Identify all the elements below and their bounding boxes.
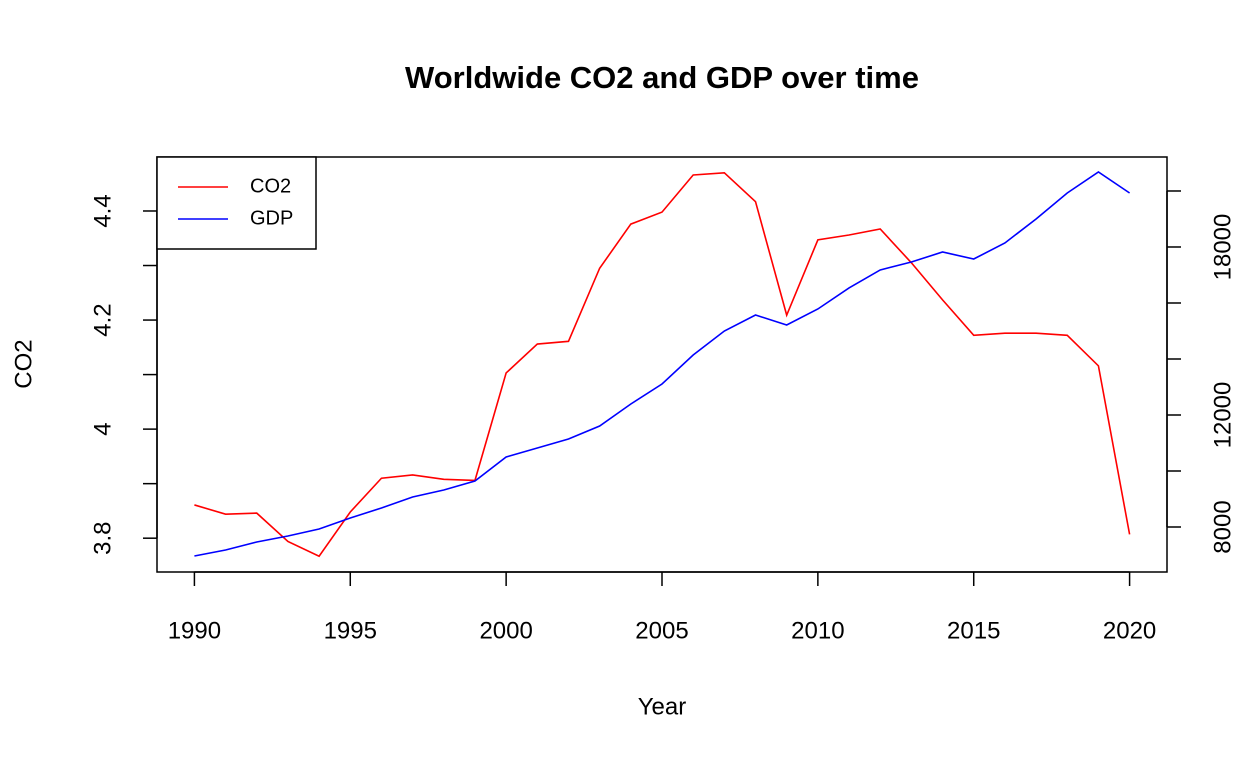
legend-label: CO2 [250,175,291,197]
y2-tick-label: 12000 [1209,382,1236,449]
legend-label: GDP [250,207,293,229]
y-tick-label: 4.4 [89,194,116,227]
y-tick-label: 4 [89,422,116,435]
y-tick-label: 4.2 [89,303,116,336]
series-line [194,171,1131,558]
x-tick-label: 2020 [1103,617,1156,644]
x-tick-label: 2000 [479,617,532,644]
chart-title: Worldwide CO2 and GDP over time [405,60,919,95]
x-tick-label: 2015 [947,617,1000,644]
y-axis-label: CO2 [10,339,37,388]
y2-tick-label: 8000 [1209,500,1236,553]
x-axis-label: Year [638,693,687,720]
legend-box [156,156,317,250]
x-tick-label: 1990 [168,617,221,644]
x-tick-label: 1995 [324,617,377,644]
series-line [194,171,1131,557]
y-tick-label: 3.8 [89,522,116,555]
x-tick-label: 2005 [635,617,688,644]
y2-tick-label: 18000 [1209,214,1236,281]
x-tick-label: 2010 [791,617,844,644]
